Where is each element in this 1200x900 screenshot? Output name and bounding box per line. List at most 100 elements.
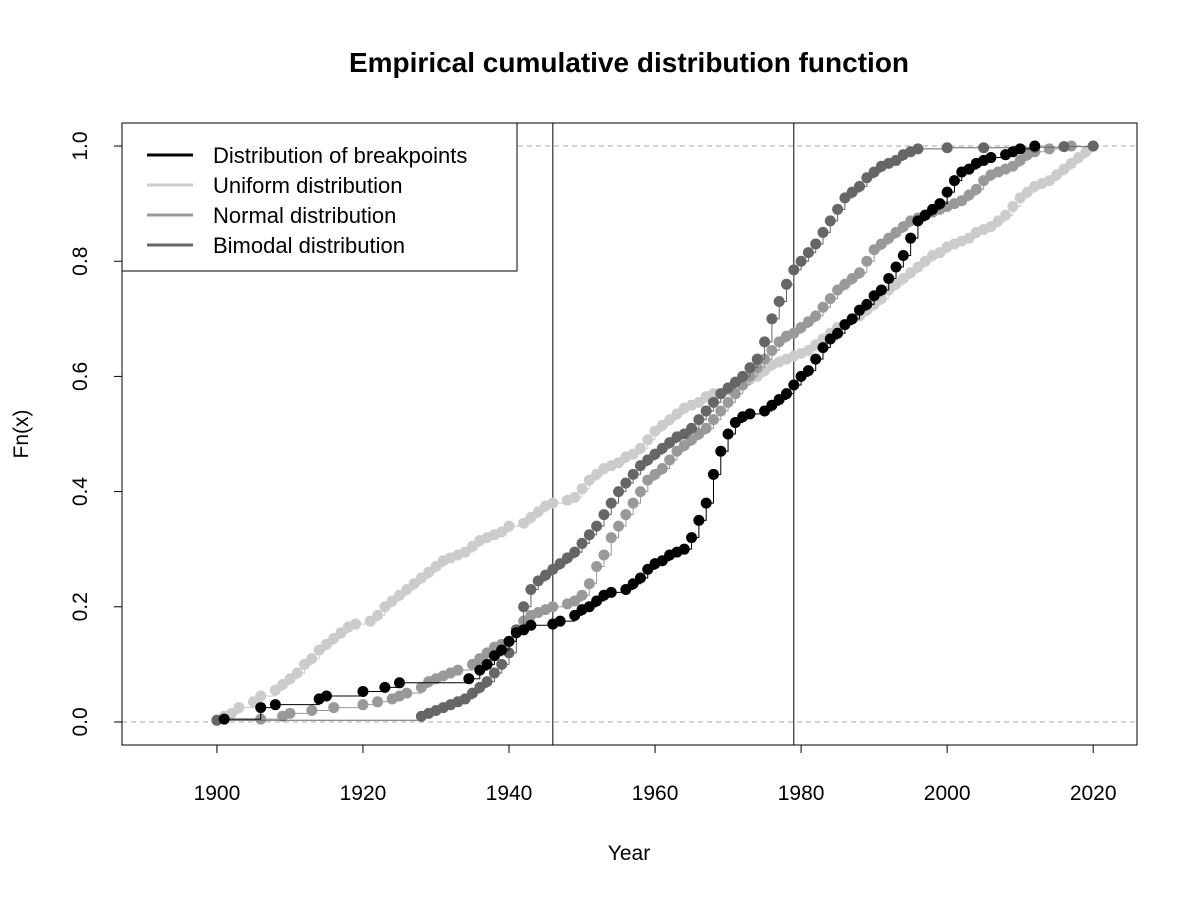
data-point — [700, 497, 712, 509]
data-point — [372, 696, 384, 708]
data-point — [656, 463, 668, 475]
legend-label-breakpoints: Distribution of breakpoints — [213, 143, 467, 168]
data-point — [832, 203, 844, 215]
series-layer — [211, 140, 1099, 726]
data-point — [686, 532, 698, 544]
x-axis-label: Year — [608, 842, 650, 865]
data-point — [861, 298, 873, 310]
x-tick-label: 1900 — [194, 782, 241, 805]
data-point — [817, 226, 829, 238]
legend-label-normal: Normal distribution — [213, 203, 396, 228]
data-point — [854, 180, 866, 192]
data-point — [634, 442, 646, 454]
data-point — [481, 658, 493, 670]
y-tick-label: 1.0 — [69, 131, 92, 160]
data-point — [948, 175, 960, 187]
x-tick-label: 2020 — [1070, 782, 1117, 805]
data-point — [503, 635, 515, 647]
data-point — [598, 549, 610, 561]
data-point — [832, 327, 844, 339]
data-point — [751, 353, 763, 365]
data-point — [554, 615, 566, 627]
data-point — [715, 405, 727, 417]
series-distribution-of-breakpoints — [218, 140, 1041, 725]
data-point — [634, 486, 646, 498]
data-point — [1043, 143, 1055, 155]
data-point — [255, 690, 267, 702]
data-point — [817, 342, 829, 354]
y-tick-label: 0.4 — [69, 477, 92, 507]
data-point — [737, 370, 749, 382]
data-point — [934, 198, 946, 210]
legend-label-bimodal: Bimodal distribution — [213, 233, 405, 258]
data-point — [306, 704, 318, 716]
data-point — [518, 601, 530, 613]
data-point — [547, 497, 559, 509]
x-tick-label: 1980 — [778, 782, 825, 805]
data-point — [700, 422, 712, 434]
plot-frame — [121, 122, 1138, 746]
data-point — [744, 362, 756, 374]
data-point — [700, 405, 712, 417]
y-axis-label: Fn(x) — [10, 410, 33, 459]
data-point — [810, 238, 822, 250]
data-point — [1014, 143, 1026, 155]
y-tick-label: 0.2 — [69, 592, 92, 621]
data-point — [569, 491, 581, 503]
data-point — [780, 278, 792, 290]
data-point — [897, 249, 909, 261]
data-point — [875, 284, 887, 296]
data-point — [218, 713, 230, 725]
data-point — [795, 255, 807, 267]
data-point — [357, 699, 369, 711]
x-tick-label: 1920 — [340, 782, 387, 805]
data-point — [576, 483, 588, 495]
data-point — [802, 365, 814, 377]
data-point — [824, 293, 836, 305]
data-point — [576, 589, 588, 601]
data-point — [605, 532, 617, 544]
data-point — [1007, 201, 1019, 213]
data-point — [284, 707, 296, 719]
legend-label-uniform: Uniform distribution — [213, 173, 403, 198]
data-point — [525, 584, 537, 595]
data-point — [393, 677, 405, 689]
data-point — [846, 313, 858, 325]
data-point — [605, 586, 617, 598]
data-point — [766, 313, 778, 325]
data-point — [1000, 209, 1012, 221]
data-point — [941, 186, 953, 198]
data-point — [547, 601, 559, 613]
data-point — [722, 396, 734, 408]
data-point — [883, 273, 895, 284]
data-point — [605, 497, 617, 509]
data-point — [802, 247, 814, 259]
data-point — [372, 609, 384, 621]
data-point — [707, 468, 719, 480]
data-point — [773, 296, 785, 308]
data-point — [788, 264, 800, 276]
data-point — [722, 428, 734, 440]
data-point — [233, 702, 245, 714]
data-point — [1058, 141, 1070, 153]
data-point — [401, 687, 413, 699]
data-point — [817, 301, 829, 313]
data-point — [678, 543, 690, 555]
data-point — [379, 681, 391, 693]
x-tick-label: 1940 — [486, 782, 533, 805]
data-point — [985, 152, 997, 164]
data-point — [496, 658, 508, 670]
data-point — [613, 486, 625, 498]
data-point — [620, 509, 632, 521]
data-point — [707, 414, 719, 426]
data-point — [496, 644, 508, 656]
y-tick-label: 0.6 — [69, 362, 92, 391]
data-point — [328, 702, 340, 714]
data-point — [583, 578, 595, 590]
data-point — [255, 702, 267, 714]
data-point — [810, 310, 822, 322]
data-point — [854, 267, 866, 279]
data-point — [291, 667, 303, 679]
data-point — [861, 255, 873, 267]
data-point — [598, 509, 610, 521]
